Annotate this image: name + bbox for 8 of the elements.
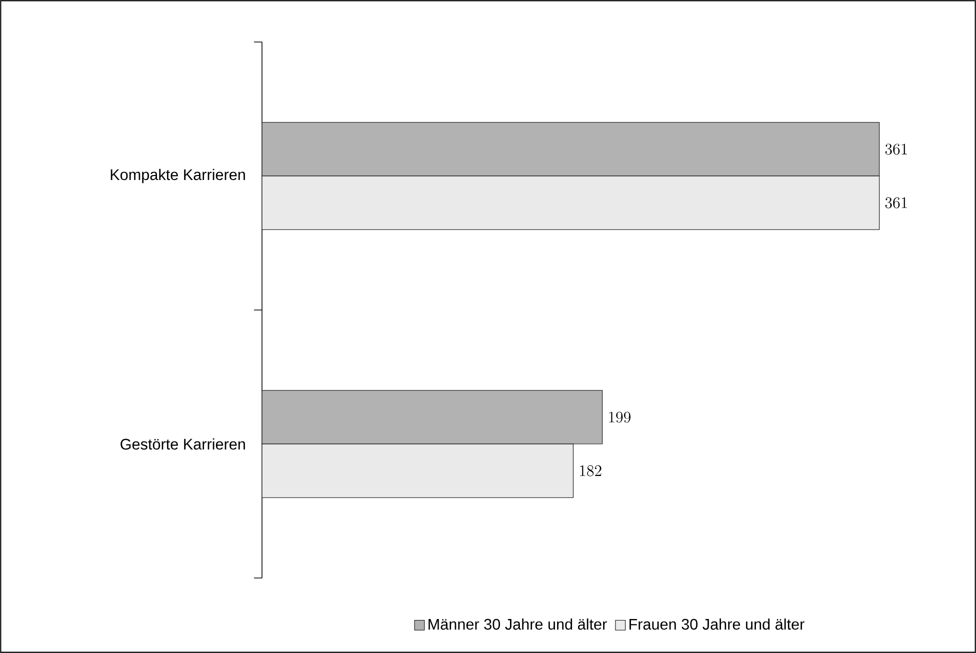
data-label: 361: [885, 197, 907, 208]
y-tick-label: Gestörte Karrieren: [120, 438, 245, 450]
legend-label: Frauen 30 Jahre und älter: [630, 618, 804, 630]
y-tick-label: Kompakte Karrieren: [110, 168, 245, 184]
legend-label: Männer 30 Jahre und älter: [428, 618, 607, 630]
data-label: 361: [885, 144, 907, 155]
data-label: 182: [580, 465, 602, 476]
data-label: 199: [609, 412, 630, 423]
